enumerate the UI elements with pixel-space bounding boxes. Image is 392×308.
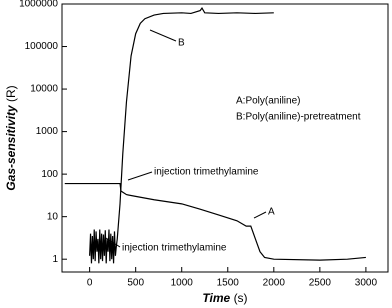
annotation-arrow (253, 211, 267, 219)
y-tick-label: 100 (41, 169, 58, 180)
annotation-arrow (127, 171, 153, 181)
x-tick-label: 1500 (217, 278, 240, 289)
x-axis-unit: (s) (234, 291, 248, 305)
annotation: A:Poly(aniline) (236, 96, 300, 107)
y-tick-label: 100000 (25, 41, 59, 52)
y-tick-label: 10000 (30, 84, 58, 95)
annotation: B:Poly(aniline)-pretreatment (236, 112, 361, 123)
x-tick-label: 500 (127, 278, 144, 289)
y-tick-label: 10 (47, 211, 59, 222)
y-axis-label: Gas-sensitivity (4, 104, 18, 191)
y-axis-title: Gas-sensitivity (R) (4, 85, 18, 190)
x-axis-title: Time (s) (202, 291, 247, 305)
series-line (64, 182, 366, 261)
annotation-arrow (149, 29, 177, 42)
y-tick-label: 1 (52, 254, 58, 265)
annotation: A (268, 207, 275, 218)
x-tick-label: 0 (87, 278, 93, 289)
x-tick-label: 1000 (171, 278, 194, 289)
plot-frame (61, 3, 389, 273)
annotation: B (178, 38, 185, 49)
y-tick-label: 1000 (36, 126, 59, 137)
x-axis-label: Time (202, 291, 230, 305)
y-axis-unit: (R) (4, 85, 18, 102)
x-tick-label: 3000 (355, 278, 378, 289)
annotation: injection trimethylamine (122, 243, 227, 254)
x-tick-label: 2000 (263, 278, 286, 289)
series-line (89, 7, 274, 264)
annotation: injection trimethylamine (154, 167, 259, 178)
x-tick-label: 2500 (309, 278, 332, 289)
y-tick-label: 1000000 (19, 0, 58, 10)
